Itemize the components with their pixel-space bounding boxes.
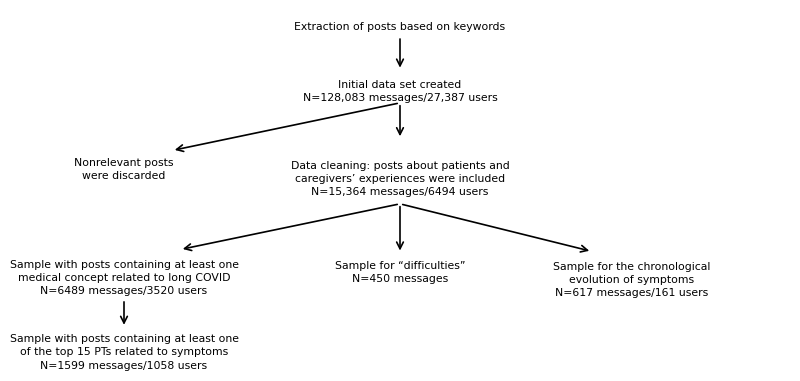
Text: Data cleaning: posts about patients and
caregivers’ experiences were included
N=: Data cleaning: posts about patients and … bbox=[290, 161, 510, 197]
Text: Extraction of posts based on keywords: Extraction of posts based on keywords bbox=[294, 22, 506, 32]
Text: Sample for “difficulties”
N=450 messages: Sample for “difficulties” N=450 messages bbox=[334, 261, 466, 284]
Text: Sample with posts containing at least one
of the top 15 PTs related to symptoms
: Sample with posts containing at least on… bbox=[10, 334, 238, 371]
Text: Sample with posts containing at least one
medical concept related to long COVID
: Sample with posts containing at least on… bbox=[10, 260, 238, 296]
Text: Nonrelevant posts
were discarded: Nonrelevant posts were discarded bbox=[74, 158, 174, 181]
Text: Sample for the chronological
evolution of symptoms
N=617 messages/161 users: Sample for the chronological evolution o… bbox=[554, 262, 710, 298]
Text: Initial data set created
N=128,083 messages/27,387 users: Initial data set created N=128,083 messa… bbox=[302, 80, 498, 103]
